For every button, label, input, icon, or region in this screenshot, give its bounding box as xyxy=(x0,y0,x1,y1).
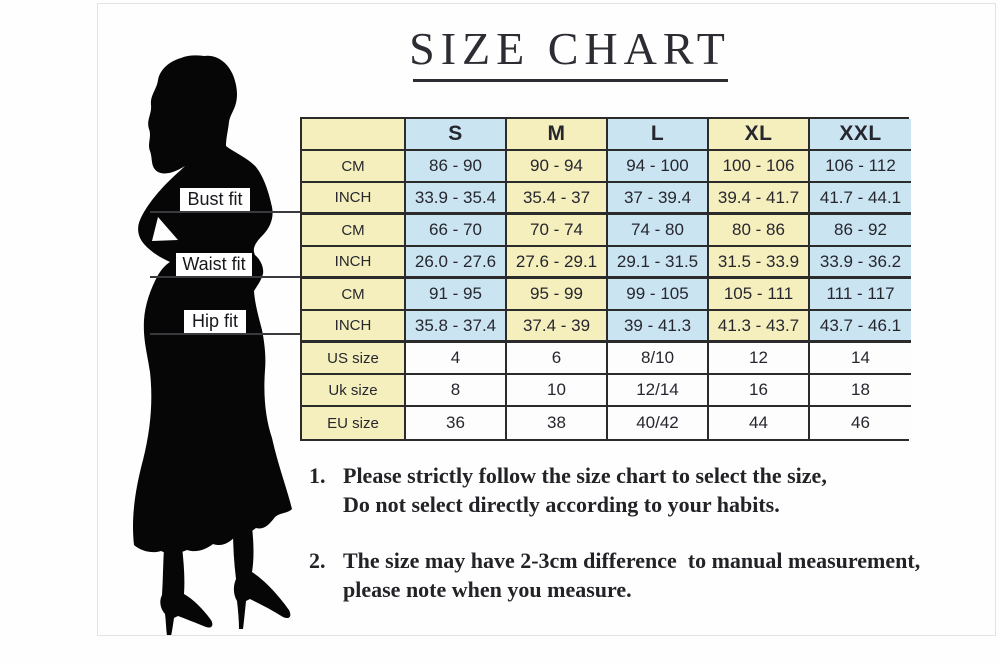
size-value-cell: 66 - 70 xyxy=(406,215,507,247)
size-value-cell: 44 xyxy=(709,407,810,439)
hip-fit-label: Hip fit xyxy=(184,310,246,333)
hip-pointer-line xyxy=(150,333,300,335)
size-value-cell: 33.9 - 35.4 xyxy=(406,183,507,215)
size-value-cell: 4 xyxy=(406,343,507,375)
size-value-cell: 29.1 - 31.5 xyxy=(608,247,709,279)
size-value-cell: 26.0 - 27.6 xyxy=(406,247,507,279)
column-header-xxl: XXL xyxy=(810,119,911,151)
size-value-cell: 99 - 105 xyxy=(608,279,709,311)
bust-fit-label: Bust fit xyxy=(180,188,250,211)
column-header-xl: XL xyxy=(709,119,810,151)
note-1: 1. Please strictly follow the size chart… xyxy=(309,461,994,519)
size-value-cell: 10 xyxy=(507,375,608,407)
table-corner-cell xyxy=(302,119,406,151)
row-label-bust-cm: CM xyxy=(302,151,406,183)
column-header-m: M xyxy=(507,119,608,151)
row-label-waist-cm: CM xyxy=(302,215,406,247)
size-value-cell: 86 - 92 xyxy=(810,215,911,247)
note-number: 1. xyxy=(309,463,326,488)
title-underline xyxy=(413,79,728,82)
size-value-cell: 16 xyxy=(709,375,810,407)
page-title: SIZE CHART xyxy=(409,23,731,74)
waist-pointer-line xyxy=(150,276,300,278)
size-value-cell: 37 - 39.4 xyxy=(608,183,709,215)
row-label-waist-inch: INCH xyxy=(302,247,406,279)
woman-silhouette xyxy=(133,55,292,635)
size-value-cell: 40/42 xyxy=(608,407,709,439)
size-value-cell: 18 xyxy=(810,375,911,407)
row-label-sizes-uk-size: Uk size xyxy=(302,375,406,407)
size-value-cell: 91 - 95 xyxy=(406,279,507,311)
size-value-cell: 8/10 xyxy=(608,343,709,375)
column-header-l: L xyxy=(608,119,709,151)
size-value-cell: 14 xyxy=(810,343,911,375)
size-value-cell: 33.9 - 36.2 xyxy=(810,247,911,279)
size-value-cell: 8 xyxy=(406,375,507,407)
size-value-cell: 111 - 117 xyxy=(810,279,911,311)
size-value-cell: 105 - 111 xyxy=(709,279,810,311)
size-value-cell: 35.4 - 37 xyxy=(507,183,608,215)
note-text: Please strictly follow the size chart to… xyxy=(343,463,827,517)
bust-pointer-line xyxy=(150,211,300,213)
size-value-cell: 46 xyxy=(810,407,911,439)
size-value-cell: 106 - 112 xyxy=(810,151,911,183)
size-value-cell: 38 xyxy=(507,407,608,439)
size-value-cell: 94 - 100 xyxy=(608,151,709,183)
size-value-cell: 41.7 - 44.1 xyxy=(810,183,911,215)
row-label-hip-cm: CM xyxy=(302,279,406,311)
note-number: 2. xyxy=(309,548,326,573)
waist-fit-label: Waist fit xyxy=(176,253,252,276)
note-text: The size may have 2-3cm difference to ma… xyxy=(343,548,921,602)
size-value-cell: 95 - 99 xyxy=(507,279,608,311)
row-label-sizes-eu-size: EU size xyxy=(302,407,406,439)
size-value-cell: 6 xyxy=(507,343,608,375)
size-value-cell: 27.6 - 29.1 xyxy=(507,247,608,279)
size-value-cell: 31.5 - 33.9 xyxy=(709,247,810,279)
size-value-cell: 35.8 - 37.4 xyxy=(406,311,507,343)
size-value-cell: 12 xyxy=(709,343,810,375)
note-2: 2. The size may have 2-3cm difference to… xyxy=(309,546,994,604)
size-value-cell: 36 xyxy=(406,407,507,439)
size-table: S M L XL XXL CM 86 - 90 90 - 94 94 - 100 100 - 10… xyxy=(300,117,911,441)
size-value-cell: 74 - 80 xyxy=(608,215,709,247)
size-value-cell: 39.4 - 41.7 xyxy=(709,183,810,215)
row-label-hip-inch: INCH xyxy=(302,311,406,343)
size-value-cell: 70 - 74 xyxy=(507,215,608,247)
size-value-cell: 37.4 - 39 xyxy=(507,311,608,343)
column-header-s: S xyxy=(406,119,507,151)
size-value-cell: 86 - 90 xyxy=(406,151,507,183)
size-value-cell: 12/14 xyxy=(608,375,709,407)
row-label-sizes-us-size: US size xyxy=(302,343,406,375)
size-value-cell: 100 - 106 xyxy=(709,151,810,183)
size-value-cell: 39 - 41.3 xyxy=(608,311,709,343)
size-value-cell: 80 - 86 xyxy=(709,215,810,247)
notes-section: 1. Please strictly follow the size chart… xyxy=(309,461,994,631)
size-value-cell: 90 - 94 xyxy=(507,151,608,183)
row-label-bust-inch: INCH xyxy=(302,183,406,215)
size-value-cell: 41.3 - 43.7 xyxy=(709,311,810,343)
size-value-cell: 43.7 - 46.1 xyxy=(810,311,911,343)
